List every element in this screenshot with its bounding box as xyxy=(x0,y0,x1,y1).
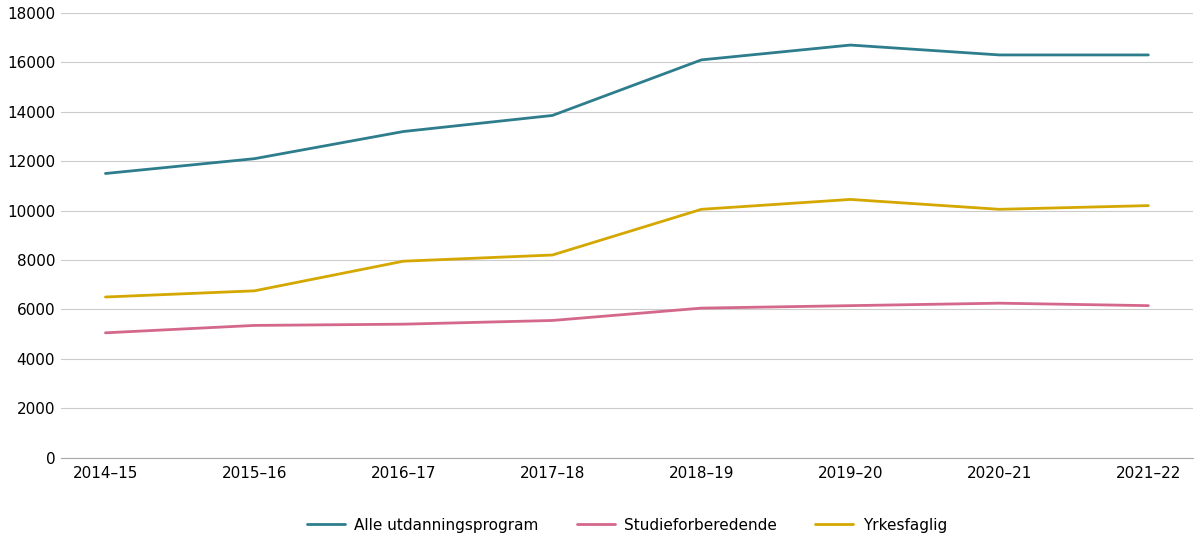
Legend: Alle utdanningsprogram, Studieforberedende, Yrkesfaglig: Alle utdanningsprogram, Studieforbereden… xyxy=(301,512,953,539)
